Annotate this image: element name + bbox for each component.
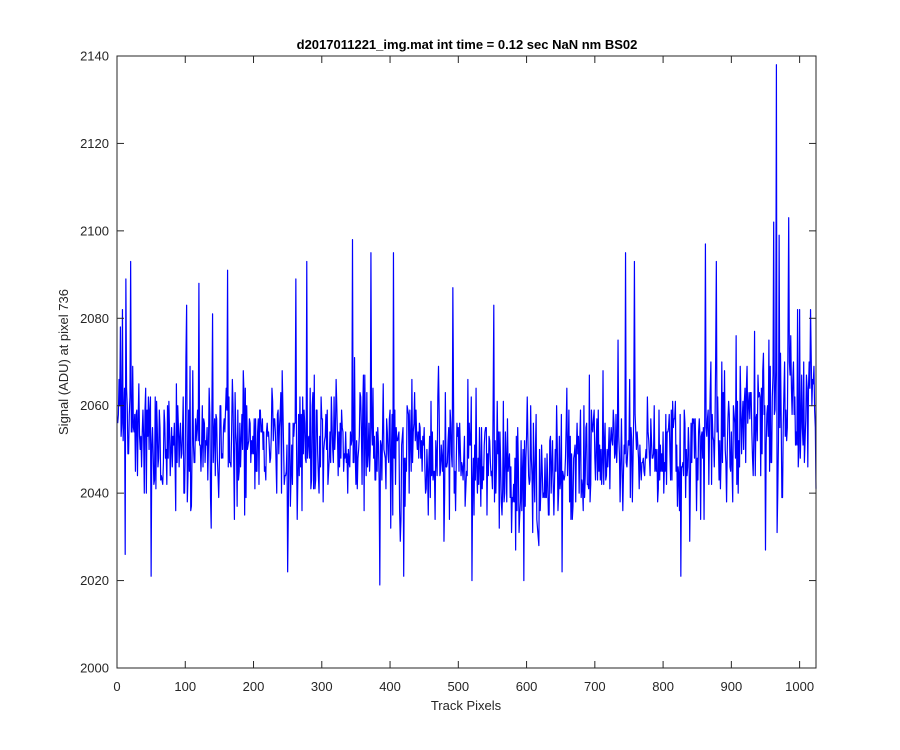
x-tick-label: 900 (721, 679, 743, 694)
x-tick-label: 100 (174, 679, 196, 694)
y-tick-label: 2040 (80, 486, 109, 501)
axes-box (116, 55, 817, 669)
x-tick-label: 800 (652, 679, 674, 694)
x-tick-label: 600 (516, 679, 538, 694)
y-tick-label: 2000 (80, 661, 109, 676)
x-axis-label: Track Pixels (431, 698, 502, 713)
y-tick-label: 2140 (80, 49, 109, 64)
chart-title: d2017011221_img.mat int time = 0.12 sec … (297, 37, 638, 52)
x-tick-label: 200 (243, 679, 265, 694)
y-tick-label: 2120 (80, 136, 109, 151)
plot-area (116, 55, 817, 669)
x-tick-label: 700 (584, 679, 606, 694)
x-tick-label: 300 (311, 679, 333, 694)
series-layer (117, 64, 817, 586)
x-tick-label: 0 (113, 679, 120, 694)
y-axis-label: Signal (ADU) at pixel 736 (56, 289, 71, 435)
x-tick-label: 400 (379, 679, 401, 694)
y-tick-label: 2060 (80, 398, 109, 413)
y-axis: 2000 2020 2040 2060 2080 2100 2120 2140 (80, 49, 816, 676)
x-tick-label: 1000 (785, 679, 814, 694)
y-tick-label: 2080 (80, 311, 109, 326)
x-axis: 0 100 200 300 400 500 600 700 800 900 1000 (113, 56, 814, 694)
x-tick-label: 500 (447, 679, 469, 694)
y-tick-label: 2100 (80, 223, 109, 238)
y-tick-label: 2020 (80, 573, 109, 588)
series-line (117, 64, 817, 586)
